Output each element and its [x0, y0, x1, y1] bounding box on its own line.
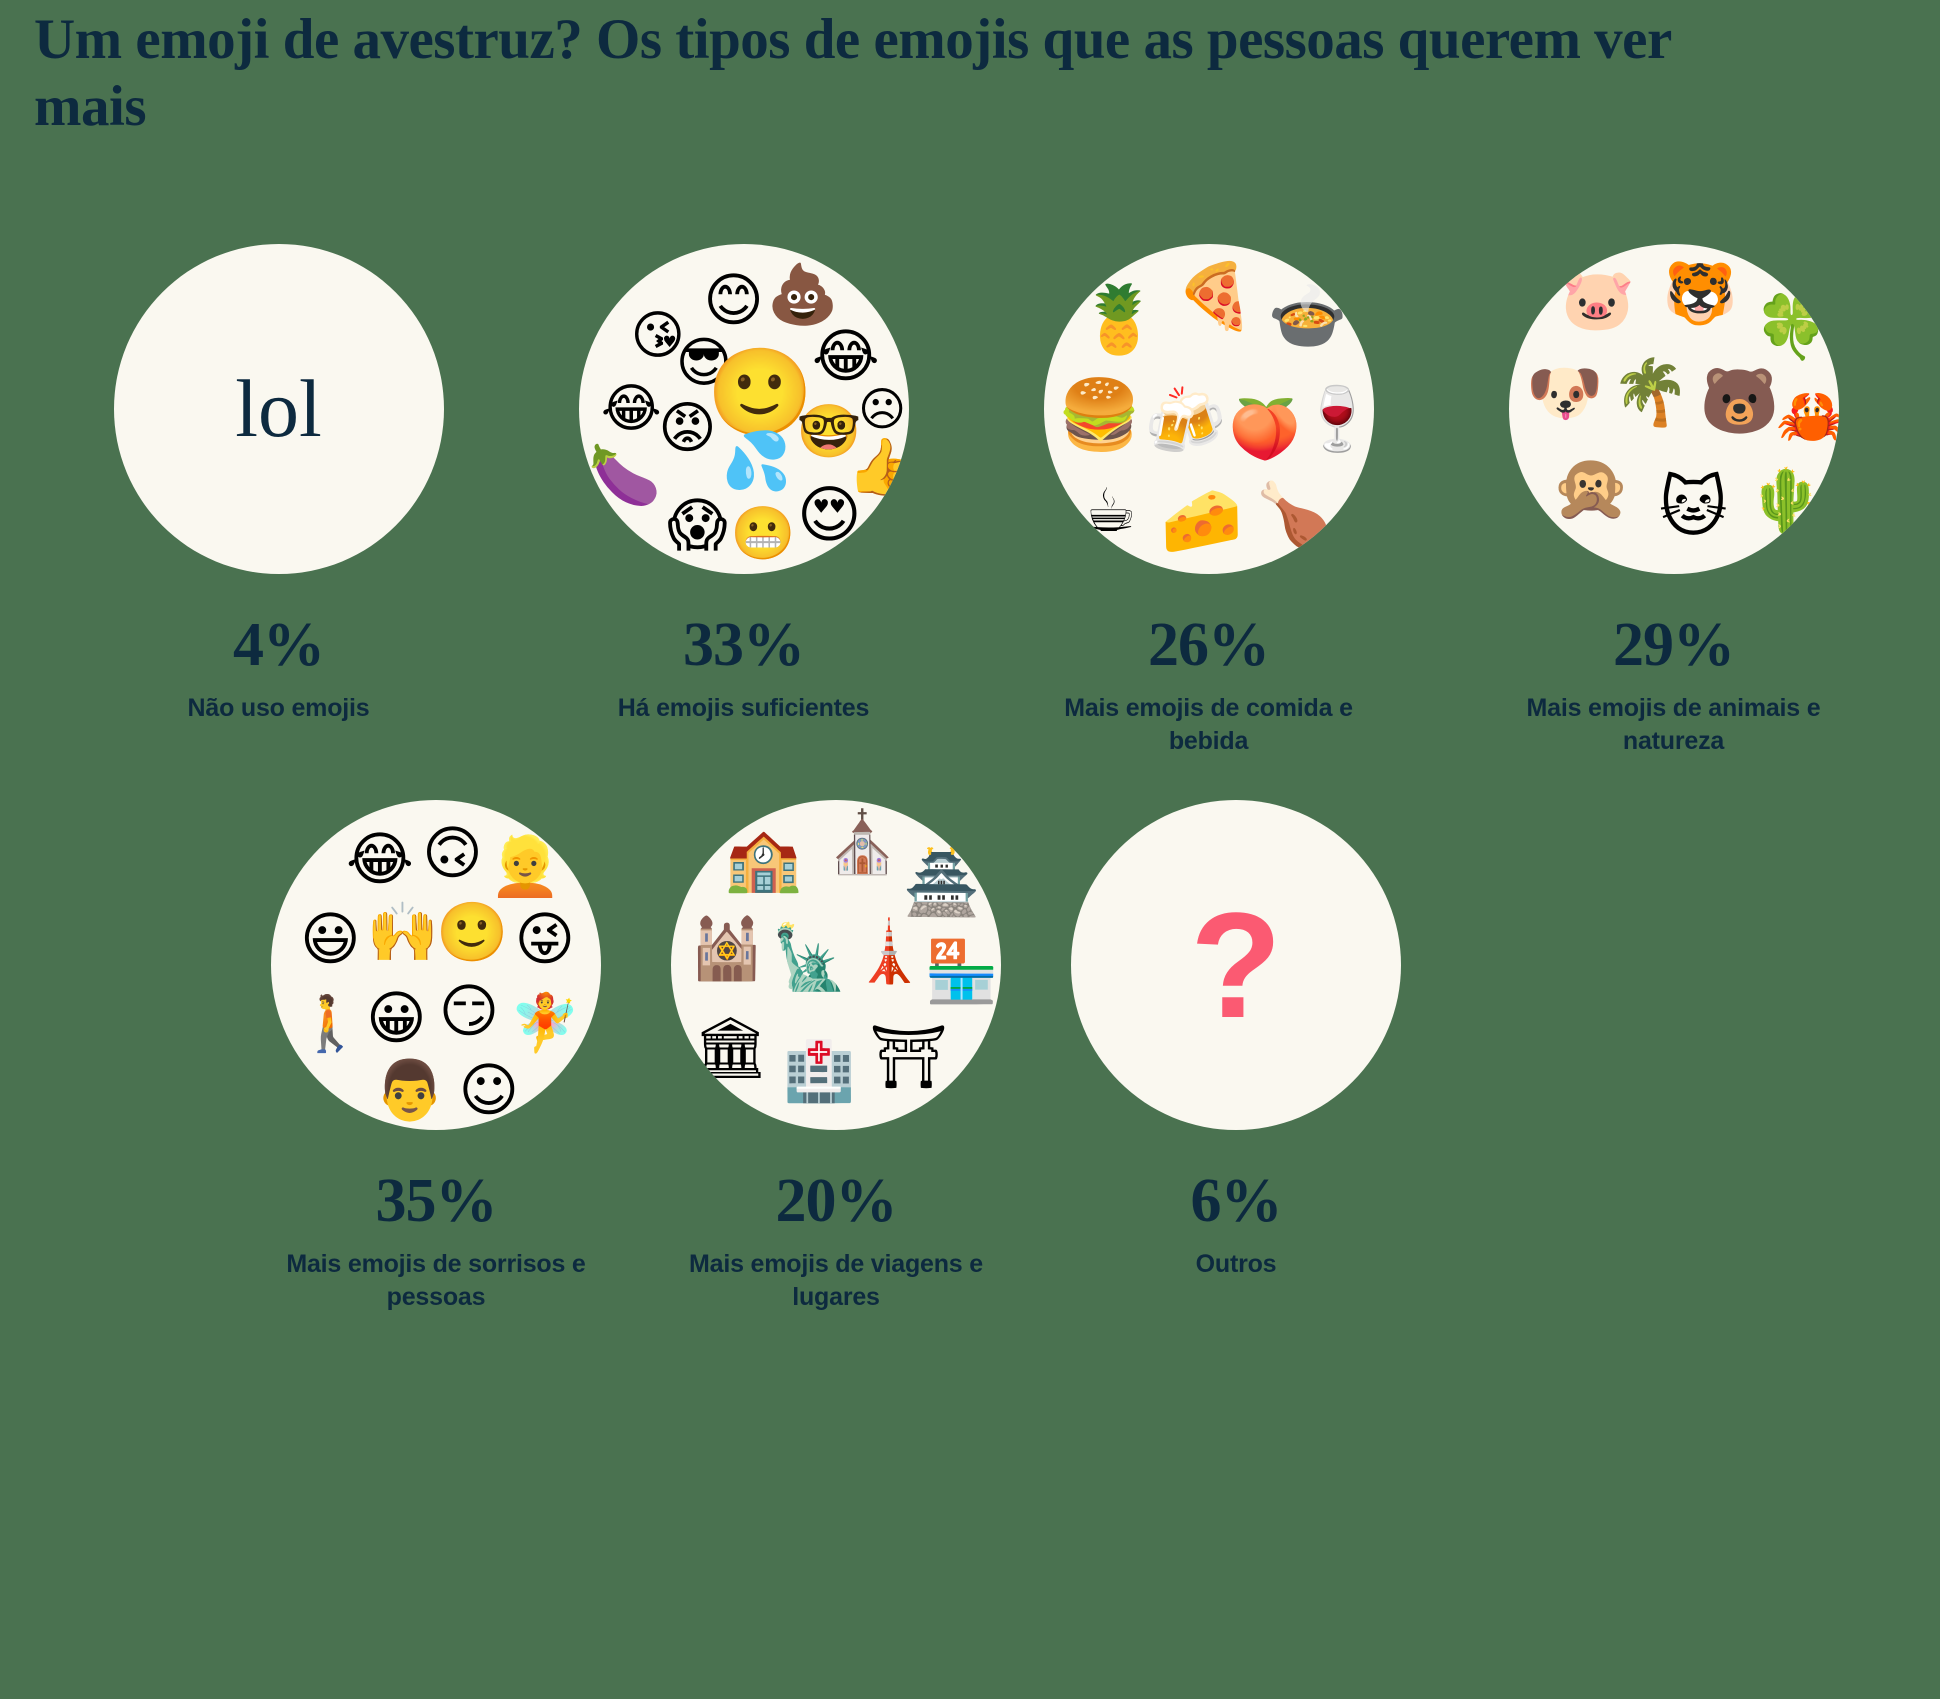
tiger-face-emoji: 🐯	[1662, 258, 1738, 329]
upside-down-face-emoji: 🙃	[422, 818, 483, 887]
classical-building-emoji: 🏛	[692, 1012, 769, 1083]
angry-emoji: 😡	[658, 395, 717, 461]
grimacing-emoji: 😬	[730, 504, 796, 565]
church-emoji: ⛪	[825, 807, 900, 878]
poultry-leg-emoji: 🍗	[1255, 477, 1333, 551]
stat-percentage: 4%	[233, 611, 325, 679]
statue-of-liberty-emoji: 🗽	[770, 921, 849, 995]
synagogue-emoji: 🕍	[689, 913, 765, 984]
slight-smile-emoji: 🙂	[436, 898, 509, 966]
pot-of-food-emoji: 🍲	[1267, 279, 1348, 354]
speak-no-evil-monkey-emoji: 🙊	[1551, 451, 1631, 526]
grinning-face-emoji: 😃	[300, 904, 361, 973]
slight-smile-emoji: 🙂	[706, 342, 814, 443]
man-face-emoji: 👨	[373, 1056, 446, 1125]
cheese-emoji: 🧀	[1160, 482, 1243, 560]
lol-wordmark: lol	[235, 363, 322, 454]
stat-cell: 🍍 🍕 🍲 🍔 🍻 🍑 🍷 ☕ 🧀 🍗 26% Mais emojis de comida e beb…	[976, 244, 1441, 757]
fairy-emoji: 🧚	[510, 991, 580, 1057]
pizza-emoji: 🍕	[1175, 259, 1255, 334]
stat-bubble: lol	[113, 244, 444, 574]
pineapple-emoji: 🍍	[1078, 280, 1161, 358]
animals-nature-cluster: 🐷 🐯 🍀 🐶 🌴 🐻 🦀 🙊 🐱 🌵	[1509, 244, 1839, 574]
stat-percentage: 20%	[775, 1167, 898, 1235]
bear-face-emoji: 🐻	[1699, 365, 1780, 440]
stat-caption: Outros	[1195, 1250, 1277, 1278]
tokyo-tower-emoji: 🗼	[851, 916, 927, 987]
blonde-person-emoji: 👱	[488, 832, 562, 900]
stat-caption: Há emojis suficientes	[617, 694, 870, 722]
stat-caption: Mais emojis de comida e bebida	[1064, 694, 1353, 755]
stat-bubble: 🐷 🐯 🍀 🐶 🌴 🐻 🦀 🙊 🐱 🌵	[1508, 244, 1839, 574]
blushing-smile-emoji: 😊	[703, 266, 764, 335]
eggplant-emoji: 🍆	[588, 441, 661, 509]
dog-face-emoji: 🐶	[1525, 355, 1604, 429]
stat-bubble: 🏫 ⛪ 🏯 🕍 🗽 🗼 🏪 🏛 🏥 ⛩	[671, 800, 1001, 1130]
cat-face-emoji: 🐱	[1658, 469, 1728, 546]
hospital-emoji: 🏥	[783, 1036, 856, 1105]
stat-percentage: 6%	[1190, 1167, 1283, 1235]
stat-cell: 🐷 🐯 🍀 🐶 🌴 🐻 🦀 🙊 🐱 🌵 29% Mais emojis de animais e na…	[1441, 244, 1906, 757]
smileys-people-cluster: 😂 🙃 👱 😃 🙌 🙂 😜 🚶 😀 😏 🧚 👨 ☺	[271, 800, 601, 1130]
palm-tree-emoji: 🌴	[1610, 355, 1691, 430]
stat-cell: 🏫 ⛪ 🏯 🕍 🗽 🗼 🏪 🏛 🏥 ⛩ 20% Mais emojis de viagens e lu…	[636, 800, 1036, 1313]
walking-person-emoji: 🚶	[296, 992, 365, 1056]
poop-emoji: 💩	[766, 259, 839, 328]
stats-row-two: 😂 🙃 👱 😃 🙌 🙂 😜 🚶 😀 😏 🧚 👨 ☺ 35% Mais emojis de sorrisos …	[236, 800, 1436, 1313]
stat-caption: Mais emojis de viagens e lugares	[689, 1250, 983, 1311]
winking-tongue-emoji: 😜	[514, 904, 576, 973]
nerd-face-emoji: 🤓	[796, 402, 862, 463]
stat-bubble: 😊 💩 😘 😎 🙂 😂 😂 😡 🤓 ☹ 🍆 💦 👍 😱 😬 😍	[578, 244, 909, 574]
stat-percentage: 35%	[375, 1167, 498, 1235]
screaming-emoji: 😱	[667, 490, 728, 559]
joy-emoji: 😂	[811, 322, 880, 391]
joy-emoji: 😂	[346, 825, 414, 894]
pig-face-emoji: 🐷	[1560, 265, 1635, 336]
stat-cell: ? 6% Outros	[1036, 800, 1436, 1313]
cactus-emoji: 🌵	[1747, 464, 1825, 538]
stat-caption: Mais emojis de sorrisos e pessoas	[286, 1250, 586, 1311]
joy-emoji: 😂	[600, 379, 662, 439]
stat-caption: Mais emojis de animais e natureza	[1526, 694, 1821, 755]
thumbs-up-emoji: 👍	[847, 435, 909, 501]
travel-places-cluster: 🏫 ⛪ 🏯 🕍 🗽 🗼 🏪 🏛 🏥 ⛩	[671, 800, 1001, 1130]
stat-bubble: 😂 🙃 👱 😃 🙌 🙂 😜 🚶 😀 😏 🧚 👨 ☺	[271, 800, 601, 1130]
stat-cell: lol 4% Não uso emojis	[46, 244, 511, 757]
crab-emoji: 🦀	[1775, 381, 1839, 450]
hamburger-emoji: 🍔	[1057, 375, 1142, 455]
frowning-emoji: ☹	[858, 382, 907, 436]
sweat-droplets-emoji: 💦	[721, 428, 792, 494]
peach-emoji: 🍑	[1228, 394, 1301, 463]
heart-eyes-emoji: 😍	[796, 477, 862, 551]
japanese-castle-emoji: 🏯	[902, 845, 981, 919]
school-building-emoji: 🏫	[724, 822, 802, 896]
question-mark-icon: ?	[1190, 881, 1282, 1049]
food-cluster: 🍍 🍕 🍲 🍔 🍻 🍑 🍷 ☕ 🧀 🍗	[1044, 244, 1374, 574]
stat-bubble: ?	[1071, 800, 1401, 1130]
four-leaf-clover-emoji: 🍀	[1753, 289, 1831, 363]
shinto-shrine-emoji: ⛩	[869, 1020, 948, 1094]
smiling-blush-emoji: ☺	[458, 1056, 520, 1125]
page-title: Um emoji de avestruz? Os tipos de emojis…	[34, 8, 1671, 139]
stat-cell: 😊 💩 😘 😎 🙂 😂 😂 😡 🤓 ☹ 🍆 💦 👍 😱 😬 😍 33% Há emojis suficientes	[511, 244, 976, 757]
stat-percentage: 29%	[1613, 611, 1735, 679]
raising-hands-emoji: 🙌	[366, 898, 440, 966]
stat-percentage: 33%	[683, 611, 805, 679]
grinning-emoji: 😀	[366, 983, 427, 1052]
smileys-cluster: 😊 💩 😘 😎 🙂 😂 😂 😡 🤓 ☹ 🍆 💦 👍 😱 😬 😍	[579, 244, 909, 574]
kissing-heart-emoji: 😘	[630, 306, 685, 367]
wine-glass-emoji: 🍷	[1298, 381, 1374, 455]
sunglasses-emoji: 😎	[675, 330, 733, 394]
convenience-store-emoji: 🏪	[924, 936, 999, 1007]
stat-caption: Não uso emojis	[187, 694, 370, 722]
hot-beverage-emoji: ☕	[1082, 476, 1137, 547]
stat-bubble: 🍍 🍕 🍲 🍔 🍻 🍑 🍷 ☕ 🧀 🍗	[1043, 244, 1374, 574]
stat-percentage: 26%	[1148, 611, 1270, 679]
clinking-beer-mugs-emoji: 🍻	[1144, 383, 1227, 461]
stats-row-one: lol 4% Não uso emojis 😊 💩 😘 😎 🙂 😂 😂 😡 🤓 ☹ 🍆 💦 👍 😱 😬 😍 33% Há…	[46, 244, 1906, 757]
stat-cell: 😂 🙃 👱 😃 🙌 🙂 😜 🚶 😀 😏 🧚 👨 ☺ 35% Mais emojis de sorrisos …	[236, 800, 636, 1313]
smirking-face-emoji: 😏	[438, 977, 500, 1046]
